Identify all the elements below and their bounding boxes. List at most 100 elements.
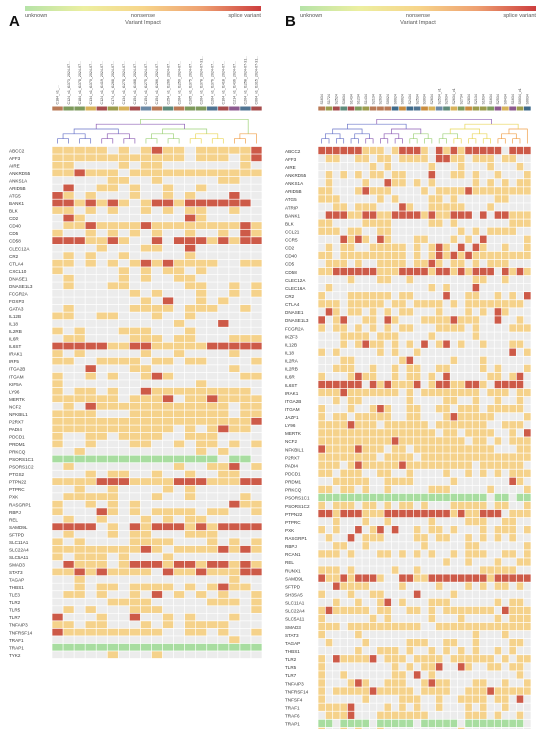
- heatmap-cell: [406, 590, 414, 598]
- heatmap-cell: [162, 387, 174, 395]
- heatmap-cell: [450, 566, 458, 574]
- heatmap-cell: [229, 297, 240, 305]
- heatmap-cell: [472, 396, 480, 405]
- heatmap-cell: [457, 429, 465, 437]
- heatmap-cell: [52, 320, 63, 327]
- heatmap-cell: [218, 606, 229, 613]
- sample-label: C124_v1_t1373_2024-07...: [67, 61, 71, 105]
- heatmap-cell: [443, 405, 450, 413]
- heatmap-cell: [494, 396, 502, 405]
- heatmap-cell: [443, 671, 450, 679]
- heatmap-cell: [218, 357, 229, 365]
- heatmap-cell: [487, 187, 494, 195]
- heatmap-cell: [421, 316, 428, 324]
- heatmap-cell: [251, 478, 262, 485]
- heatmap-cell: [362, 356, 370, 364]
- heatmap-cell: [107, 606, 118, 613]
- heatmap-cell: [501, 356, 509, 364]
- heatmap-cell: [421, 364, 428, 373]
- heatmap-cell: [333, 146, 340, 155]
- heatmap-cell: [369, 364, 377, 373]
- heatmap-cell: [229, 184, 240, 192]
- heatmap-cell: [450, 469, 458, 477]
- heatmap-cell: [516, 316, 524, 324]
- heatmap-cell: [428, 606, 436, 615]
- heatmap-cell: [340, 227, 348, 235]
- heatmap-cell: [384, 647, 392, 655]
- heatmap-cell: [524, 162, 531, 171]
- heatmap-cell: [428, 243, 436, 252]
- heatmap-cell: [391, 687, 399, 695]
- heatmap-cell: [318, 501, 325, 510]
- heatmap-cell: [218, 538, 229, 546]
- heatmap-cell: [443, 517, 450, 526]
- heatmap-cell: [421, 638, 428, 647]
- heatmap-cell: [340, 405, 348, 413]
- heatmap-cell: [151, 515, 163, 523]
- heatmap-cell: [450, 630, 458, 639]
- heatmap-cell: [251, 222, 262, 229]
- heatmap-cell: [129, 576, 141, 583]
- heatmap-cell: [355, 162, 362, 171]
- heatmap-cell: [457, 171, 465, 179]
- heatmap-cell: [428, 356, 436, 364]
- heatmap-cell: [340, 687, 348, 695]
- heatmap-cell: [399, 267, 406, 276]
- heatmap-cell: [487, 211, 494, 219]
- heatmap-cell: [457, 679, 465, 687]
- heatmap-cell: [218, 500, 229, 508]
- heatmap-cell: [494, 388, 502, 397]
- sample-label: S0034_v1: [518, 88, 522, 104]
- gene-label: RASGRP1: [9, 502, 31, 507]
- heatmap-cell: [63, 289, 74, 297]
- heatmap-cell: [472, 421, 480, 429]
- heatmap-cell: [413, 292, 421, 300]
- heatmap-cell: [207, 259, 218, 267]
- heatmap-cell: [318, 211, 325, 219]
- heatmap-cell: [184, 380, 196, 388]
- heatmap-cell: [340, 453, 348, 461]
- heatmap-cell: [251, 508, 262, 516]
- heatmap-cell: [501, 372, 509, 381]
- heatmap-cell: [118, 508, 130, 516]
- heatmap-cell: [173, 176, 185, 184]
- heatmap-cell: [218, 432, 229, 440]
- heatmap-cell: [377, 364, 384, 373]
- heatmap-cell: [377, 647, 384, 655]
- heatmap-cell: [229, 207, 240, 214]
- heatmap-cell: [362, 437, 370, 445]
- heatmap-cell: [479, 396, 487, 405]
- heatmap-cell: [240, 613, 251, 621]
- heatmap-cell: [406, 461, 414, 469]
- heatmap-cell: [333, 630, 340, 639]
- heatmap-cell: [85, 184, 96, 192]
- heatmap-cell: [96, 327, 107, 335]
- heatmap-cell: [369, 413, 377, 421]
- sample-label: C064_v1_t1315_2024-07-31...: [255, 56, 259, 105]
- gene-label: LY96: [9, 389, 20, 394]
- heatmap-cell: [347, 283, 355, 292]
- heatmap-cell: [479, 687, 487, 695]
- heatmap-cell: [391, 542, 399, 550]
- heatmap-cell: [85, 402, 96, 410]
- heatmap-cell: [240, 176, 251, 184]
- heatmap-cell: [140, 485, 152, 493]
- heatmap-cell: [173, 560, 185, 568]
- heatmap-cell: [421, 292, 428, 300]
- heatmap-cell: [325, 292, 333, 300]
- heatmap-cell: [107, 448, 118, 455]
- heatmap-cell: [406, 687, 414, 695]
- heatmap-cell: [435, 396, 443, 405]
- heatmap-cell: [472, 146, 480, 155]
- heatmap-cell: [85, 515, 96, 523]
- heatmap-cell: [240, 425, 251, 433]
- heatmap-cell: [406, 235, 414, 243]
- heatmap-cell: [355, 292, 362, 300]
- heatmap-cell: [229, 267, 240, 275]
- heatmap-cell: [501, 429, 509, 437]
- heatmap-cell: [173, 207, 185, 214]
- heatmap-cell: [435, 542, 443, 550]
- heatmap-cell: [129, 591, 141, 598]
- heatmap-cell: [240, 628, 251, 636]
- heatmap-cell: [333, 671, 340, 679]
